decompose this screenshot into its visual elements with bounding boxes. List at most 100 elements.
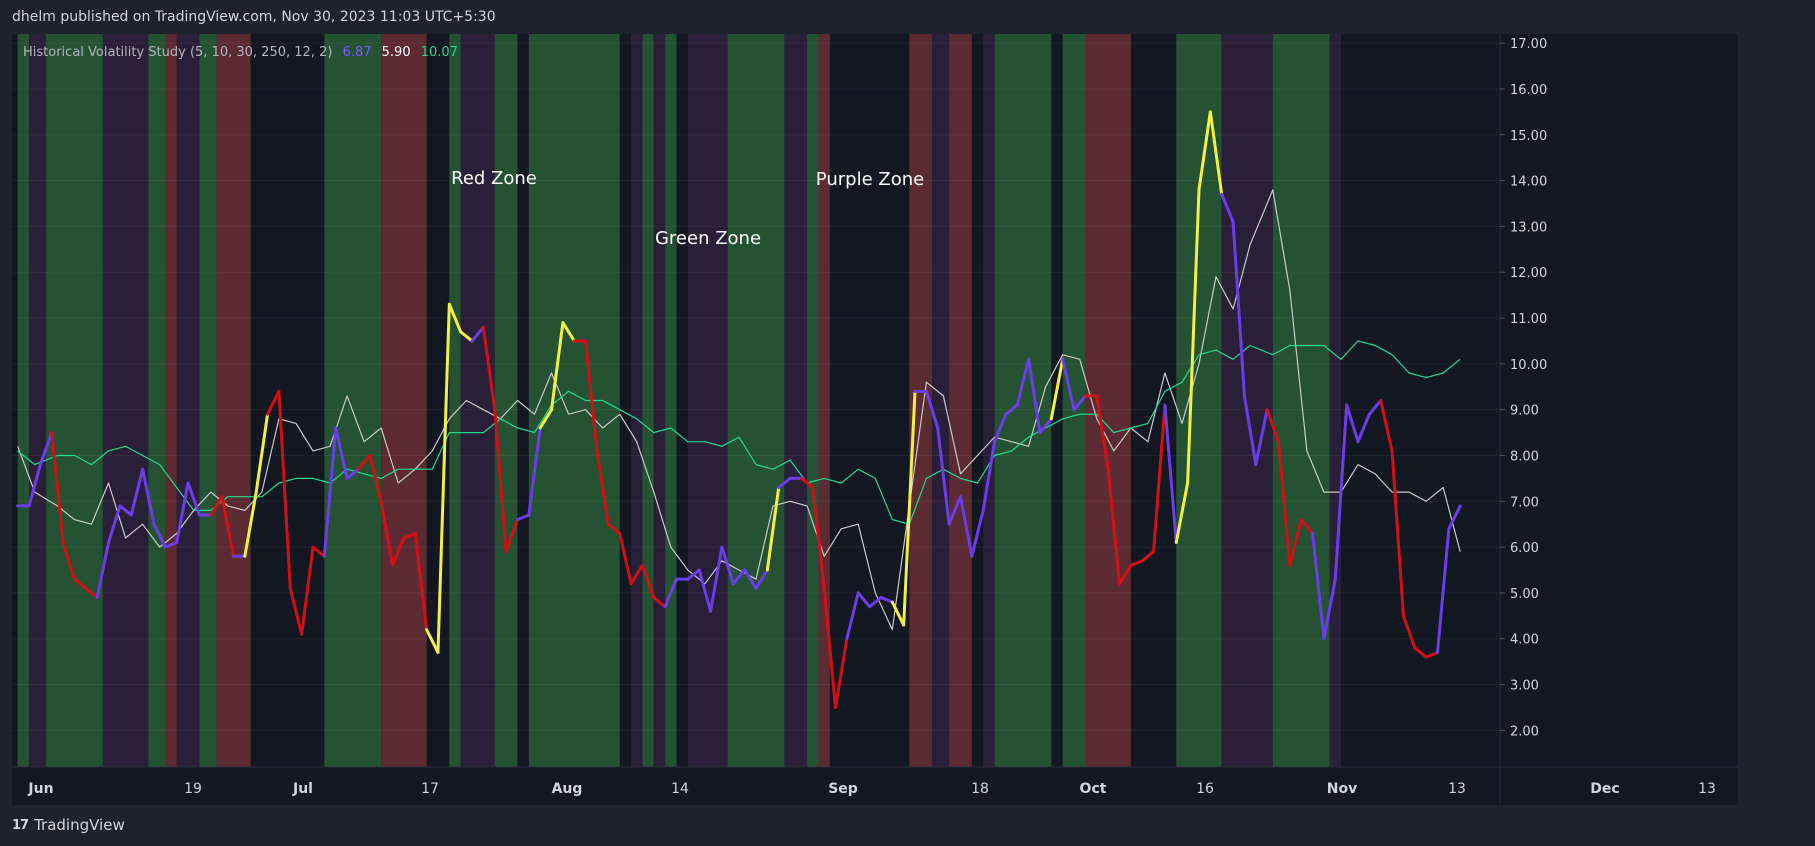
- hv-segment-red: [799, 476, 815, 490]
- hv-segment-red: [1299, 518, 1315, 535]
- zone-green: [665, 34, 677, 767]
- y-tick-label: 9.00: [1510, 404, 1539, 419]
- hv-segment-yellow: [254, 412, 270, 494]
- tradingview-logo-icon: 17: [12, 817, 29, 833]
- hv-segment-red: [1095, 394, 1110, 471]
- hv-segment-purple: [322, 426, 338, 558]
- y-tick-label: 5.00: [1510, 587, 1539, 602]
- indicator-legend[interactable]: Historical Volatility Study (5, 10, 30, …: [23, 45, 464, 60]
- hv-segment-purple: [1015, 357, 1031, 407]
- x-tick-label: Aug: [552, 781, 583, 797]
- hv-segment-purple: [879, 595, 894, 604]
- hv-segment-purple: [743, 568, 758, 590]
- zone-green: [46, 34, 103, 767]
- hv-segment-red: [640, 563, 656, 599]
- hv-segment-purple: [1333, 403, 1349, 581]
- x-tick-label: Jul: [292, 781, 313, 797]
- hv-segment-red: [402, 531, 417, 540]
- hv-segment-purple: [141, 467, 156, 526]
- y-tick-label: 3.00: [1510, 679, 1539, 694]
- zone-purple: [102, 34, 149, 767]
- y-tick-label: 8.00: [1510, 449, 1539, 464]
- footer-brand[interactable]: 17 TradingView: [12, 816, 125, 834]
- hv-segment-purple: [1004, 403, 1019, 416]
- hv-segment-purple: [527, 426, 542, 517]
- chart-svg[interactable]: 2.00 3.00 4.00 5.00 6.00 7.00 8.00 9.00 10.00 11.…: [12, 34, 1738, 805]
- x-tick-label: Dec: [1590, 781, 1619, 797]
- zone-purple: [1221, 34, 1273, 767]
- zone-red: [165, 34, 177, 767]
- hv-segment-purple: [936, 426, 951, 526]
- hv-segment-purple: [777, 476, 792, 490]
- x-tick-label: 13: [1448, 781, 1466, 797]
- hv-segment-red: [481, 325, 497, 412]
- hv-segment-purple: [1367, 399, 1383, 416]
- hv-segment-yellow: [890, 600, 906, 627]
- hv-segment-purple: [993, 412, 1008, 444]
- hv-segment-red: [606, 522, 622, 535]
- hv-segment-red: [504, 518, 519, 554]
- hv-segment-purple: [970, 508, 985, 558]
- hv-segment-red: [413, 531, 429, 632]
- zone-red: [381, 34, 427, 767]
- hv-segment-red: [1129, 559, 1144, 567]
- zone-green: [994, 34, 1052, 767]
- legend-value-purple: 6.87: [342, 45, 372, 60]
- hv-segment-purple: [129, 467, 145, 517]
- zone-green: [17, 34, 30, 767]
- series-line-green: [17, 340, 1461, 525]
- hv-segment-purple: [1242, 394, 1258, 467]
- zone-red: [818, 34, 830, 767]
- hv-segment-red: [1277, 440, 1292, 567]
- zone-purple: [631, 34, 643, 767]
- hv-segment-purple: [686, 568, 701, 581]
- legend-study-name[interactable]: Historical Volatility Study (5, 10, 30, …: [23, 45, 333, 60]
- zone-purple: [29, 34, 47, 767]
- hv-segment-purple: [1436, 527, 1451, 654]
- hv-segment-yellow: [1208, 110, 1224, 196]
- hv-segment-red: [220, 495, 235, 558]
- zone-green: [528, 34, 620, 767]
- chart-area[interactable]: 2.00 3.00 4.00 5.00 6.00 7.00 8.00 9.00 10.00 11.…: [12, 34, 1738, 805]
- hv-segment-red: [1424, 650, 1440, 659]
- hv-segment-purple: [107, 504, 122, 545]
- zone-purple: [784, 34, 808, 767]
- hv-segment-red: [1413, 646, 1428, 659]
- hv-segment-purple: [1027, 357, 1042, 435]
- y-tick-label: 17.00: [1510, 37, 1547, 52]
- hv-segment-purple: [470, 325, 485, 343]
- hv-segment-yellow: [902, 389, 917, 627]
- hv-segment-purple: [1345, 403, 1360, 444]
- zone-green: [807, 34, 819, 767]
- zone-red: [909, 34, 933, 767]
- brand-name: TradingView: [34, 816, 125, 834]
- publish-header: dhelm published on TradingView.com, Nov …: [12, 9, 496, 25]
- x-tick-label: Nov: [1327, 781, 1357, 797]
- x-tick-label: 17: [421, 781, 439, 797]
- legend-value-white: 5.90: [381, 45, 411, 60]
- hv-segment-purple: [1038, 417, 1053, 435]
- hv-segment-red: [1379, 399, 1394, 453]
- zone-red: [949, 34, 972, 767]
- zone-green: [1062, 34, 1086, 767]
- hv-segment-purple: [1163, 403, 1178, 545]
- hv-segment-purple: [663, 577, 678, 609]
- hv-segment-purple: [868, 595, 883, 609]
- hv-segment-red: [584, 339, 599, 453]
- zone-annotation: Green Zone: [655, 228, 761, 249]
- hv-segment-purple: [924, 389, 940, 430]
- hv-segment-purple: [163, 541, 179, 549]
- hv-segment-red: [379, 499, 395, 567]
- y-tick-label: 10.00: [1510, 358, 1547, 373]
- y-tick-label: 7.00: [1510, 495, 1539, 510]
- x-tick-label: 13: [1698, 781, 1716, 797]
- zone-green: [324, 34, 382, 767]
- hv-segment-purple: [334, 426, 349, 480]
- zone-purple: [932, 34, 950, 767]
- hv-segment-red: [618, 531, 633, 586]
- hv-segment-purple: [720, 545, 735, 586]
- zone-green: [148, 34, 166, 767]
- hv-segment-purple: [856, 591, 872, 609]
- zone-red: [1085, 34, 1131, 767]
- hv-segment-purple: [709, 545, 724, 613]
